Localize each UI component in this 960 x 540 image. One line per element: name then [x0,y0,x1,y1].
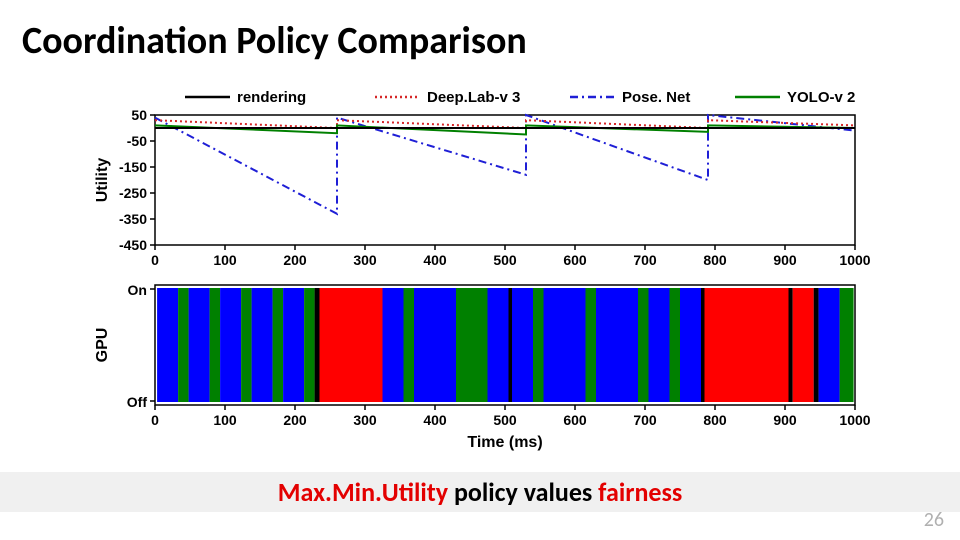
svg-text:700: 700 [633,412,657,428]
caption-prefix: Max.Min.Utility [278,476,448,508]
svg-text:50: 50 [131,107,147,123]
svg-text:-350: -350 [119,211,147,227]
svg-text:300: 300 [353,412,377,428]
svg-text:1000: 1000 [839,252,870,268]
svg-text:200: 200 [283,412,307,428]
svg-text:400: 400 [423,412,447,428]
page-number: 26 [924,508,944,532]
svg-text:500: 500 [493,412,517,428]
chart-area: rendering Deep.Lab-v 3 Pose. Net YOLO-v 2 50… [95,85,875,455]
svg-text:400: 400 [423,252,447,268]
caption-text: Max.Min.Utility policy values fairness [278,476,682,508]
svg-text:YOLO-v 2: YOLO-v 2 [787,89,855,106]
svg-text:800: 800 [703,252,727,268]
svg-text:-50: -50 [127,133,147,149]
svg-text:On: On [128,282,147,298]
svg-text:Deep.Lab-v 3: Deep.Lab-v 3 [427,89,520,106]
svg-text:600: 600 [563,412,587,428]
slide-title: Coordination Policy Comparison [22,18,527,64]
svg-text:Pose. Net: Pose. Net [622,89,690,106]
svg-text:600: 600 [563,252,587,268]
svg-text:0: 0 [151,252,159,268]
svg-text:0: 0 [151,412,159,428]
caption-suffix: fairness [598,476,682,508]
svg-text:rendering: rendering [237,89,306,106]
svg-text:200: 200 [283,252,307,268]
svg-text:-250: -250 [119,185,147,201]
caption-middle: policy values [448,476,598,508]
svg-text:GPU: GPU [95,328,111,363]
svg-text:Time (ms): Time (ms) [467,434,542,451]
combined-chart: rendering Deep.Lab-v 3 Pose. Net YOLO-v 2 50… [95,85,875,455]
svg-text:1000: 1000 [839,412,870,428]
svg-text:Off: Off [127,394,148,410]
svg-text:900: 900 [773,252,797,268]
caption-bar: Max.Min.Utility policy values fairness [0,472,960,512]
svg-text:500: 500 [493,252,517,268]
svg-text:100: 100 [213,412,237,428]
svg-text:Utility: Utility [95,158,111,203]
svg-text:-450: -450 [119,237,147,253]
svg-text:700: 700 [633,252,657,268]
svg-text:100: 100 [213,252,237,268]
svg-text:300: 300 [353,252,377,268]
svg-text:900: 900 [773,412,797,428]
svg-text:-150: -150 [119,159,147,175]
svg-text:800: 800 [703,412,727,428]
